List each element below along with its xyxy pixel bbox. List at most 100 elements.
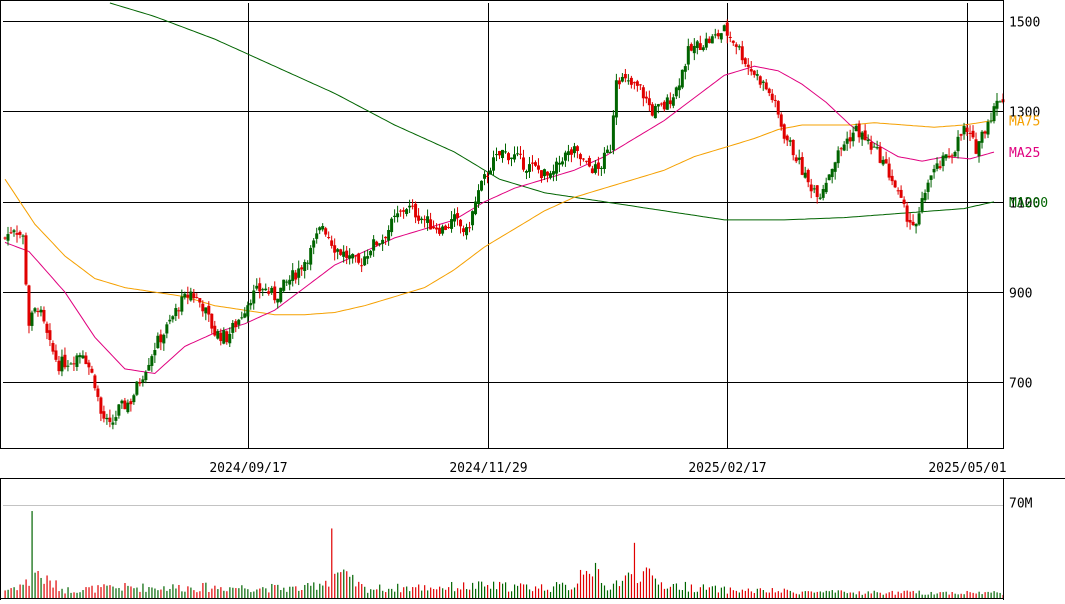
volume-bar <box>196 592 198 598</box>
candle-body <box>192 293 196 299</box>
candle-body <box>15 233 19 235</box>
volume-bar <box>256 589 258 598</box>
candle-body <box>81 355 85 359</box>
candle-body <box>779 114 783 127</box>
candle-body <box>315 233 319 239</box>
candle-body <box>809 184 813 192</box>
volume-bar <box>310 585 312 598</box>
candle-body <box>384 236 388 239</box>
candle-body <box>872 146 876 148</box>
volume-bar <box>615 580 618 598</box>
volume-bar <box>112 586 114 598</box>
candle-body <box>518 153 522 155</box>
volume-bar <box>109 585 111 598</box>
volume-bar <box>475 588 477 598</box>
candle-body <box>444 225 448 230</box>
candle-body <box>171 316 175 320</box>
candle-body <box>213 325 217 336</box>
volume-bar <box>939 592 941 598</box>
volume-bar <box>70 592 72 598</box>
candle-body <box>393 215 397 218</box>
volume-bar <box>534 586 537 598</box>
volume-bar <box>184 591 186 598</box>
candle-body <box>465 227 469 236</box>
volume-bar <box>603 585 606 598</box>
candle-body <box>524 171 528 173</box>
candle-body <box>791 139 795 156</box>
candle-body <box>638 84 642 86</box>
volume-bar <box>481 581 483 598</box>
volume-bar <box>882 594 884 598</box>
volume-bar <box>280 590 282 598</box>
candle-body <box>141 379 145 383</box>
candle-body <box>755 74 759 76</box>
volume-bar <box>759 588 761 598</box>
volume-bar <box>969 592 971 598</box>
candle-body <box>372 239 376 251</box>
volume-bar <box>915 593 917 598</box>
candle-body <box>971 130 975 138</box>
volume-bar <box>451 581 453 598</box>
volume-bar <box>621 580 624 598</box>
volume-bar <box>46 575 48 598</box>
volume-bar <box>418 584 420 598</box>
candle-body <box>713 34 717 36</box>
volume-bar <box>316 589 318 598</box>
volume-bar <box>717 592 719 598</box>
candle-body <box>306 262 310 264</box>
volume-bar <box>343 569 345 598</box>
candle-body <box>255 285 259 289</box>
candle-body <box>105 417 109 420</box>
candle-body <box>339 249 343 255</box>
volume-bar <box>528 589 531 598</box>
candle-body <box>102 411 106 419</box>
candle-body <box>740 46 744 61</box>
volume-bar <box>984 592 986 598</box>
candle-body <box>734 44 738 47</box>
volume-bar <box>516 585 519 598</box>
candle-body <box>147 364 151 371</box>
volume-bar <box>801 591 803 598</box>
volume-bar <box>148 587 150 598</box>
volume-bar <box>612 583 615 598</box>
volume-bar <box>22 584 24 598</box>
volume-bar <box>436 589 438 598</box>
candle-body <box>120 400 124 404</box>
candle-body <box>462 228 466 233</box>
candle-body <box>557 162 561 165</box>
candle-body <box>6 234 10 241</box>
volume-bar <box>666 588 669 598</box>
volume-bar <box>490 588 492 598</box>
candle-body <box>93 375 97 389</box>
candle-body <box>554 161 558 174</box>
volume-bar <box>906 590 908 598</box>
candle-body <box>746 64 750 67</box>
candle-body <box>833 162 837 172</box>
volume-bar <box>708 587 710 598</box>
candle-body <box>417 215 421 221</box>
candle-body <box>327 237 331 239</box>
candle-body <box>354 255 358 257</box>
volume-bar <box>624 575 627 598</box>
volume-bar <box>894 594 896 598</box>
volume-bar <box>172 584 174 598</box>
candle-body <box>890 175 894 182</box>
volume-bar <box>930 591 932 598</box>
candle-body <box>845 138 849 144</box>
candle-body <box>635 81 639 86</box>
candle-body <box>533 162 537 166</box>
legend-label-ma75: MA75 <box>1009 114 1040 129</box>
volume-bar <box>142 583 144 598</box>
candle-body <box>24 235 28 285</box>
candle-body <box>797 157 801 160</box>
volume-bar <box>753 592 755 598</box>
volume-bar <box>705 589 707 598</box>
volume-bar <box>469 589 471 598</box>
candle-body <box>63 354 67 368</box>
candle-body <box>66 365 70 367</box>
candle-body <box>222 330 226 344</box>
volume-bar <box>921 594 923 598</box>
candle-body <box>800 156 804 175</box>
candle-body <box>986 121 990 135</box>
candle-body <box>806 170 810 183</box>
